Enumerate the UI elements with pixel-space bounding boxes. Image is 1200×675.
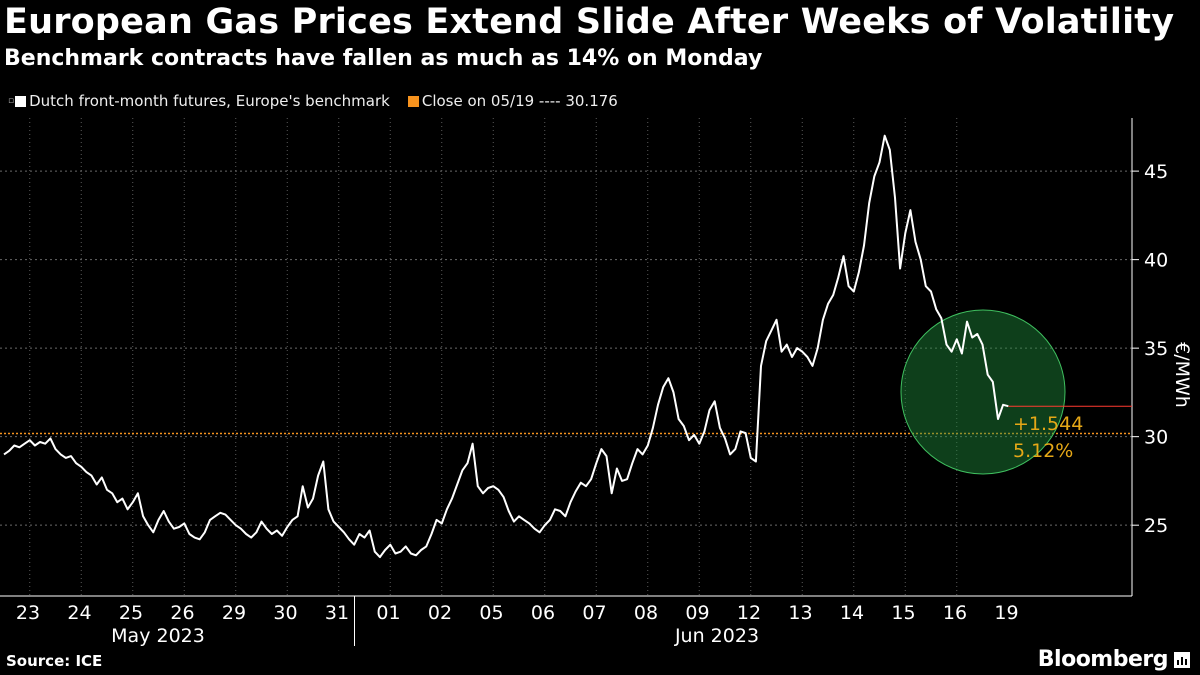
x-month-label: Jun 2023 [674, 625, 759, 647]
legend-swatch-close [407, 95, 419, 107]
x-tick-label: 16 [943, 602, 967, 624]
chart-title: European Gas Prices Extend Slide After W… [4, 2, 1175, 42]
x-tick-label: 09 [685, 602, 709, 624]
x-tick-label: 05 [479, 602, 503, 624]
x-tick-label: 01 [376, 602, 400, 624]
x-tick-label: 02 [428, 602, 452, 624]
legend-item-close: Close on 05/19 ---- 30.176 [407, 92, 618, 110]
chart-subtitle: Benchmark contracts have fallen as much … [4, 46, 763, 71]
x-tick-label: 12 [737, 602, 761, 624]
change-annotation: +1.544 [1013, 413, 1083, 435]
terminal-icon [1174, 651, 1190, 668]
x-tick-label: 13 [788, 602, 812, 624]
legend-swatch-series [15, 95, 27, 107]
x-month-label: May 2023 [111, 625, 205, 647]
x-tick-label: 08 [634, 602, 658, 624]
x-tick-label: 07 [582, 602, 606, 624]
y-tick-label: 35 [1144, 338, 1168, 360]
source-note: Source: ICE [6, 652, 103, 670]
y-tick-label: 25 [1144, 515, 1168, 537]
legend: ▫ Dutch front-month futures, Europe's be… [8, 92, 632, 110]
brand-logo: Bloomberg [1038, 647, 1190, 672]
legend-label-close: Close on 05/19 ---- 30.176 [421, 92, 618, 110]
y-tick-label: 30 [1144, 427, 1168, 449]
y-tick-label: 40 [1144, 250, 1168, 272]
x-tick-label: 06 [531, 602, 555, 624]
y-tick-label: 45 [1144, 161, 1168, 183]
brand-name: Bloomberg [1037, 647, 1169, 672]
legend-item-series: ▫ Dutch front-month futures, Europe's be… [8, 92, 390, 110]
highlight-circle [900, 309, 1066, 475]
y-axis-title: €/MWh [1171, 342, 1193, 408]
x-tick-label: 29 [222, 602, 246, 624]
x-tick-label: 30 [273, 602, 297, 624]
x-tick-label: 26 [170, 602, 194, 624]
x-tick-label: 23 [16, 602, 40, 624]
x-tick-label: 19 [994, 602, 1018, 624]
x-tick-label: 15 [891, 602, 915, 624]
x-tick-label: 25 [119, 602, 143, 624]
x-tick-label: 14 [840, 602, 864, 624]
series-line [3, 134, 1009, 559]
legend-label-series: Dutch front-month futures, Europe's benc… [29, 92, 390, 110]
change-pct-annotation: 5.12% [1013, 440, 1073, 462]
x-tick-label: 24 [67, 602, 91, 624]
legend-marker-icon: ▫ [8, 96, 15, 106]
x-tick-label: 31 [325, 602, 349, 624]
